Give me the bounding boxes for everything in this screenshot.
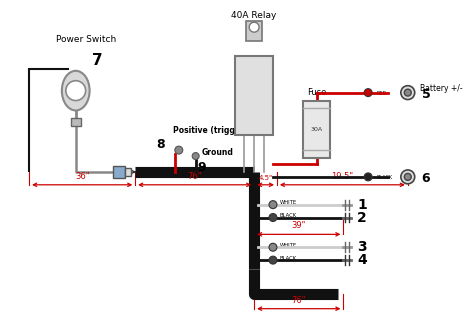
- Circle shape: [401, 170, 415, 184]
- Text: 4: 4: [357, 253, 367, 267]
- Text: 6: 6: [422, 172, 430, 185]
- Text: 39": 39": [292, 221, 306, 230]
- Ellipse shape: [62, 71, 90, 110]
- Text: 5: 5: [422, 88, 430, 101]
- Circle shape: [404, 173, 411, 180]
- Bar: [303, 100, 330, 158]
- Circle shape: [269, 256, 277, 264]
- Circle shape: [249, 22, 259, 32]
- Text: WHITE: WHITE: [280, 200, 297, 205]
- Bar: [235, 56, 273, 135]
- Circle shape: [364, 89, 372, 97]
- Text: BLACK: BLACK: [280, 256, 297, 260]
- Circle shape: [269, 243, 277, 251]
- Text: Fuse: Fuse: [307, 88, 326, 97]
- Text: 2: 2: [357, 211, 367, 225]
- Text: 4.5": 4.5": [258, 175, 273, 181]
- Text: 9: 9: [198, 161, 206, 174]
- Text: Positive (trigger): Positive (trigger): [173, 126, 247, 135]
- Text: 76": 76": [292, 296, 306, 305]
- Bar: [246, 21, 262, 41]
- Text: 7: 7: [92, 53, 103, 68]
- Circle shape: [269, 201, 277, 209]
- Text: 8: 8: [157, 138, 165, 151]
- Circle shape: [175, 146, 183, 154]
- Text: Battery +/-: Battery +/-: [419, 84, 462, 93]
- Text: 19.5": 19.5": [331, 172, 354, 181]
- Bar: [71, 118, 81, 126]
- Text: 3: 3: [357, 240, 367, 254]
- Text: RED: RED: [376, 91, 386, 96]
- Circle shape: [364, 173, 372, 181]
- Bar: [125, 168, 131, 176]
- Circle shape: [66, 81, 86, 100]
- Text: WHITE: WHITE: [280, 243, 297, 248]
- Text: 76": 76": [187, 172, 202, 181]
- Text: Power Switch: Power Switch: [55, 35, 116, 44]
- Text: Ground: Ground: [201, 148, 234, 156]
- Text: 36": 36": [75, 172, 90, 181]
- Circle shape: [404, 89, 411, 96]
- Circle shape: [269, 214, 277, 222]
- Text: 30A: 30A: [310, 127, 323, 132]
- Text: BLACK: BLACK: [376, 175, 392, 180]
- Circle shape: [192, 153, 199, 159]
- Bar: [113, 166, 125, 178]
- Text: 1: 1: [357, 198, 367, 212]
- Text: 40A Relay: 40A Relay: [231, 11, 277, 20]
- Text: BLACK: BLACK: [280, 213, 297, 218]
- Circle shape: [401, 86, 415, 99]
